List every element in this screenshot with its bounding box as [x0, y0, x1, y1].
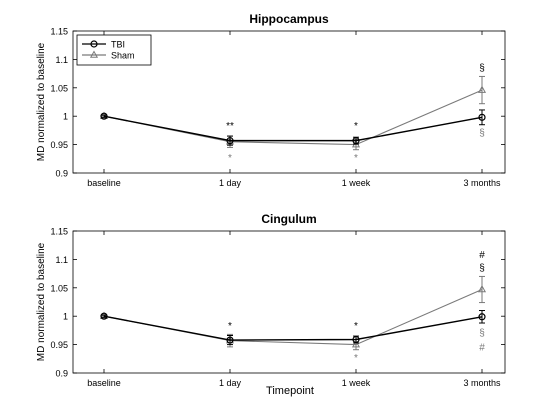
chart-panel-cingulum: Cingulum MD normalized to baseline 0.9 0.95… — [36, 212, 506, 388]
chart-title: Cingulum — [261, 212, 316, 226]
y-tick-label: 1.1 — [55, 55, 68, 65]
y-tick-label: 0.9 — [55, 369, 68, 379]
series-line-tbi — [103, 115, 483, 142]
x-tick-label: 1 week — [342, 178, 371, 188]
significance-annotation: § — [479, 128, 485, 139]
data-point-sham — [99, 311, 109, 319]
data-point-tbi — [478, 113, 486, 121]
legend-label-tbi: TBI — [111, 40, 125, 50]
significance-annotation: § — [479, 328, 485, 339]
data-point-sham — [99, 111, 109, 119]
significance-annotation: * — [228, 321, 232, 332]
legend-marker-sham — [89, 50, 99, 58]
data-point-sham — [477, 85, 487, 93]
x-tick-label: baseline — [87, 178, 121, 188]
chart-panel-hippocampus: Hippocampus MD normalized to baseline 0.9 0… — [36, 12, 506, 188]
y-tick-label: 1 — [63, 112, 68, 122]
plot-frame — [72, 230, 506, 374]
data-point-tbi — [352, 335, 360, 344]
data-point-tbi — [226, 137, 234, 145]
data-point-tbi — [226, 336, 234, 344]
y-tick-label: 1.05 — [50, 283, 68, 293]
y-tick-label: 1.1 — [55, 255, 68, 265]
y-tick-label: 1 — [63, 312, 68, 322]
y-tick-label: 1.15 — [50, 227, 68, 237]
legend-label-sham: Sham — [111, 51, 135, 61]
data-point-tbi — [100, 312, 108, 320]
series-line-tbi — [103, 315, 483, 341]
y-axis-label: MD normalized to baseline — [36, 42, 47, 161]
plot-frame — [72, 30, 506, 174]
significance-annotation: * — [354, 321, 358, 332]
significance-annotation: * — [354, 153, 358, 164]
x-tick-label: baseline — [87, 378, 121, 388]
chart-title: Hippocampus — [249, 12, 329, 26]
y-tick-label: 1.05 — [50, 83, 68, 93]
y-tick-label: 0.9 — [55, 169, 68, 179]
x-tick-label: 1 day — [219, 178, 242, 188]
legend-box — [76, 34, 152, 66]
data-point-sham — [477, 284, 487, 293]
significance-annotation: ** — [226, 121, 234, 132]
significance-annotation: # — [479, 342, 485, 353]
significance-annotation: * — [354, 121, 358, 132]
data-point-tbi — [352, 137, 360, 145]
significance-annotation: § — [479, 263, 485, 274]
significance-annotation: § — [479, 63, 485, 74]
x-tick-label: 3 months — [463, 178, 501, 188]
data-point-tbi — [100, 112, 108, 120]
x-tick-label: 3 months — [463, 378, 501, 388]
data-point-tbi — [478, 313, 486, 321]
y-tick-label: 0.95 — [50, 340, 68, 350]
x-tick-label: 1 week — [342, 378, 371, 388]
significance-annotation: * — [228, 153, 232, 164]
y-tick-label: 1.15 — [50, 27, 68, 37]
legend-marker-tbi — [90, 40, 98, 48]
series-line-sham — [103, 89, 483, 146]
y-tick-label: 0.95 — [50, 140, 68, 150]
significance-annotation: # — [479, 250, 485, 261]
x-tick-label: 1 day — [219, 378, 242, 388]
figure-xlabel: Timepoint — [266, 385, 314, 397]
series-line-sham — [103, 289, 483, 346]
significance-annotation: * — [354, 353, 358, 364]
y-axis-label: MD normalized to baseline — [36, 242, 47, 361]
data-point-sham — [351, 340, 361, 348]
